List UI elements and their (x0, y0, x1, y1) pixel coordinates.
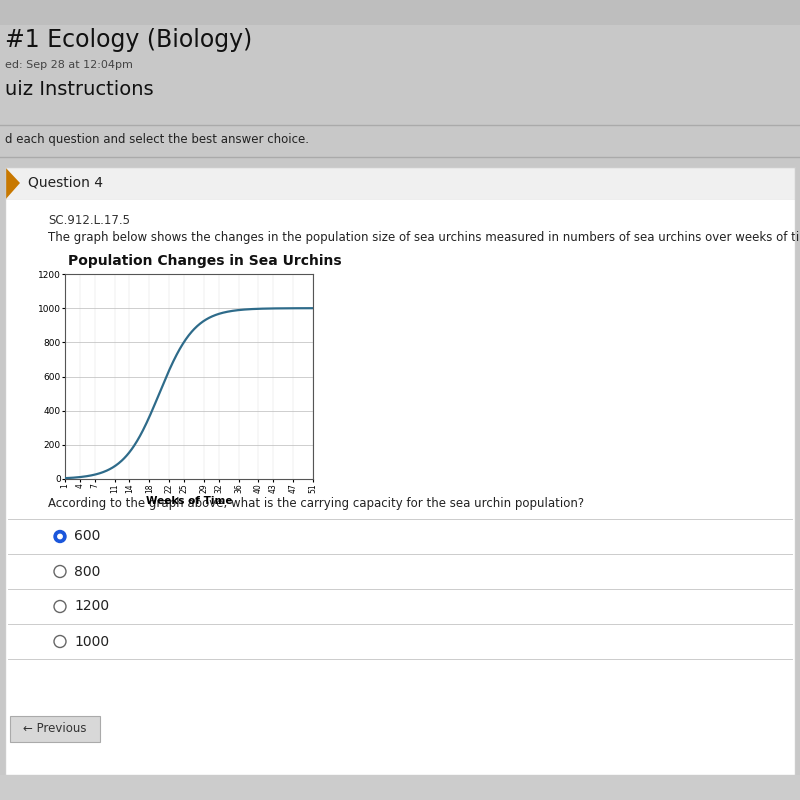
Circle shape (54, 635, 66, 647)
Circle shape (54, 530, 66, 542)
Circle shape (54, 601, 66, 613)
Text: uiz Instructions: uiz Instructions (5, 80, 154, 99)
Text: 600: 600 (74, 530, 100, 543)
Text: ← Previous: ← Previous (23, 722, 86, 735)
Text: Population Changes in Sea Urchins: Population Changes in Sea Urchins (68, 254, 342, 268)
Bar (5, 659, 795, 775)
Bar (5, 167, 795, 775)
Text: 1000: 1000 (74, 634, 109, 649)
X-axis label: Weeks of Time: Weeks of Time (146, 496, 232, 506)
Bar (5, 200, 795, 775)
Bar (0, 0, 800, 25)
Text: ed: Sep 28 at 12:04pm: ed: Sep 28 at 12:04pm (5, 60, 133, 70)
Bar (5, 167, 795, 200)
Text: Question 4: Question 4 (28, 176, 103, 190)
Text: The graph below shows the changes in the population size of sea urchins measured: The graph below shows the changes in the… (48, 231, 800, 244)
Bar (10, 716, 100, 742)
Text: According to the graph above, what is the carrying capacity for the sea urchin p: According to the graph above, what is th… (48, 497, 584, 510)
Bar (0, 775, 800, 800)
Text: #1 Ecology (Biology): #1 Ecology (Biology) (5, 28, 252, 52)
Bar (5, 167, 795, 775)
Circle shape (58, 534, 62, 538)
Text: 1200: 1200 (74, 599, 109, 614)
Text: d each question and select the best answer choice.: d each question and select the best answ… (5, 133, 309, 146)
Text: 800: 800 (74, 565, 100, 578)
Circle shape (54, 566, 66, 578)
Text: SC.912.L.17.5: SC.912.L.17.5 (48, 214, 130, 227)
Polygon shape (5, 167, 20, 200)
